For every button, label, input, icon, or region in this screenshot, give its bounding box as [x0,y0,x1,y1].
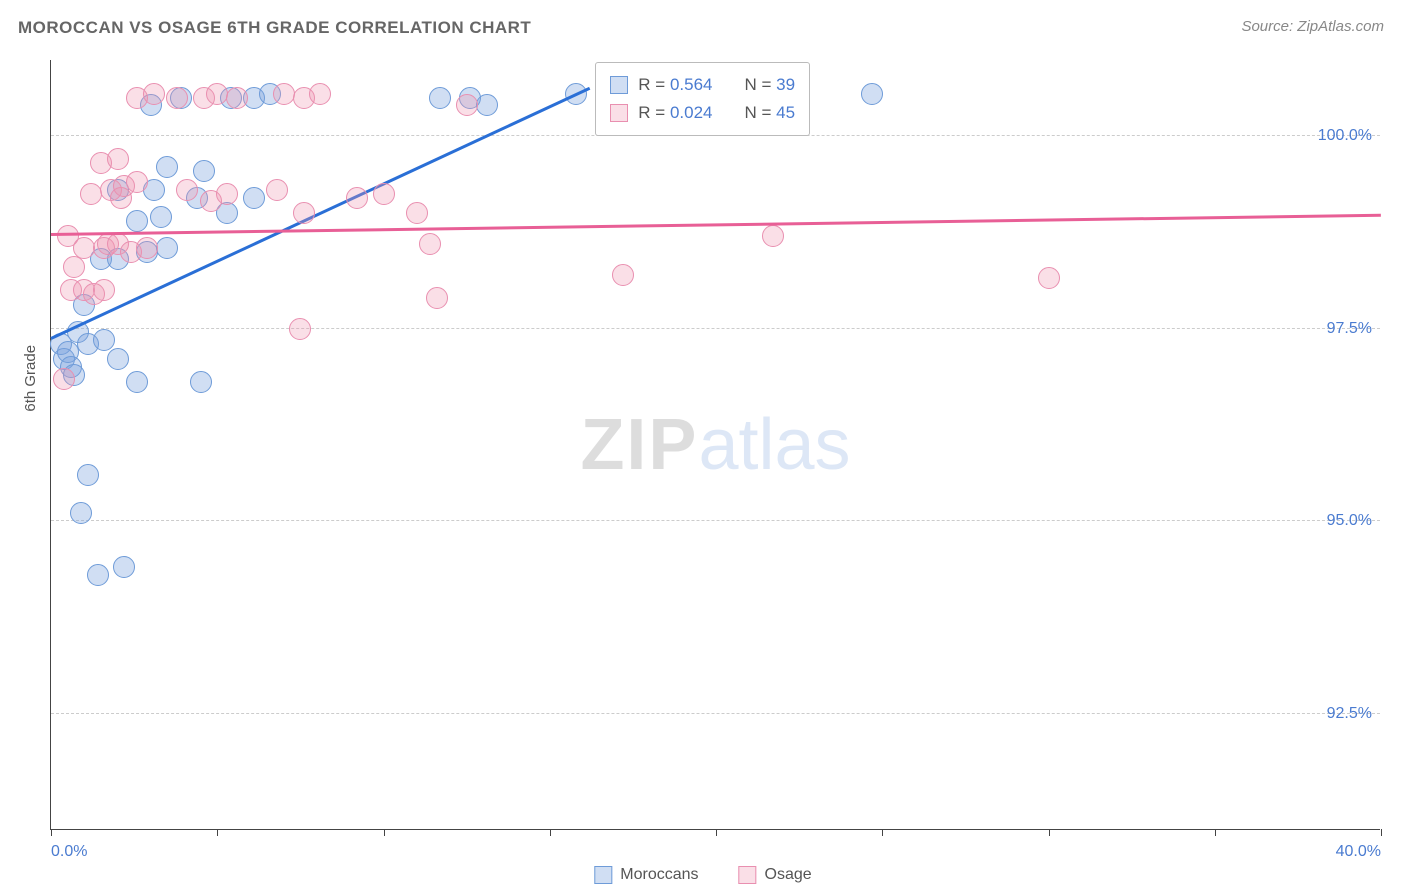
data-point [93,329,115,351]
data-point [1038,267,1060,289]
x-tick [716,829,717,836]
n-label: N = 39 [745,71,796,99]
data-point [70,502,92,524]
x-tick-label: 40.0% [1336,843,1381,861]
stats-row: R = 0.024 N = 45 [610,99,795,127]
x-tick [550,829,551,836]
plot-area: ZIPatlas 92.5%95.0%97.5%100.0%0.0%40.0% [50,60,1380,830]
legend-item-moroccans: Moroccans [594,866,698,884]
y-tick-label: 97.5% [1327,320,1372,338]
chart-title: MOROCCAN VS OSAGE 6TH GRADE CORRELATION … [18,18,531,38]
legend-item-osage: Osage [739,866,812,884]
x-tick [882,829,883,836]
x-tick [1381,829,1382,836]
data-point [612,264,634,286]
data-point [143,83,165,105]
data-point [429,87,451,109]
legend-swatch-osage [739,866,757,884]
x-tick [1049,829,1050,836]
data-point [87,564,109,586]
data-point [80,183,102,205]
watermark: ZIPatlas [580,404,850,486]
data-point [190,371,212,393]
data-point [107,348,129,370]
data-point [156,237,178,259]
data-point [293,202,315,224]
data-point [426,287,448,309]
data-point [136,237,158,259]
gridline-h [51,520,1380,521]
stats-row: R = 0.564 N = 39 [610,71,795,99]
data-point [406,202,428,224]
watermark-bold: ZIP [580,405,698,485]
x-tick [1215,829,1216,836]
x-tick [217,829,218,836]
y-tick-label: 95.0% [1327,512,1372,530]
data-point [861,83,883,105]
data-point [266,179,288,201]
data-point [93,279,115,301]
data-point [113,556,135,578]
data-point [476,94,498,116]
data-point [73,237,95,259]
data-point [77,464,99,486]
trend-line [51,214,1381,236]
data-point [126,371,148,393]
data-point [63,256,85,278]
y-tick-label: 100.0% [1318,127,1372,145]
data-point [107,148,129,170]
r-label: R = 0.564 [638,71,712,99]
data-point [309,83,331,105]
data-point [456,94,478,116]
x-tick-label: 0.0% [51,843,87,861]
n-label: N = 45 [745,99,796,127]
data-point [176,179,198,201]
data-point [273,83,295,105]
legend-label-osage: Osage [765,866,812,884]
data-point [126,210,148,232]
data-point [762,225,784,247]
stats-legend: R = 0.564 N = 39 R = 0.024 N = 45 [595,62,810,136]
stats-swatch [610,104,628,122]
bottom-legend: Moroccans Osage [594,866,811,884]
y-axis-title: 6th Grade [22,345,39,412]
data-point [289,318,311,340]
gridline-h [51,328,1380,329]
data-point [166,87,188,109]
gridline-h [51,713,1380,714]
data-point [150,206,172,228]
x-tick [51,829,52,836]
y-tick-label: 92.5% [1327,705,1372,723]
stats-swatch [610,76,628,94]
x-tick [384,829,385,836]
data-point [373,183,395,205]
source-label: Source: ZipAtlas.com [1241,18,1384,35]
r-label: R = 0.024 [638,99,712,127]
data-point [216,183,238,205]
data-point [53,368,75,390]
data-point [156,156,178,178]
data-point [243,187,265,209]
legend-swatch-moroccans [594,866,612,884]
data-point [206,83,228,105]
data-point [419,233,441,255]
data-point [346,187,368,209]
legend-label-moroccans: Moroccans [620,866,698,884]
watermark-light: atlas [698,405,850,485]
data-point [126,171,148,193]
data-point [226,87,248,109]
data-point [193,160,215,182]
